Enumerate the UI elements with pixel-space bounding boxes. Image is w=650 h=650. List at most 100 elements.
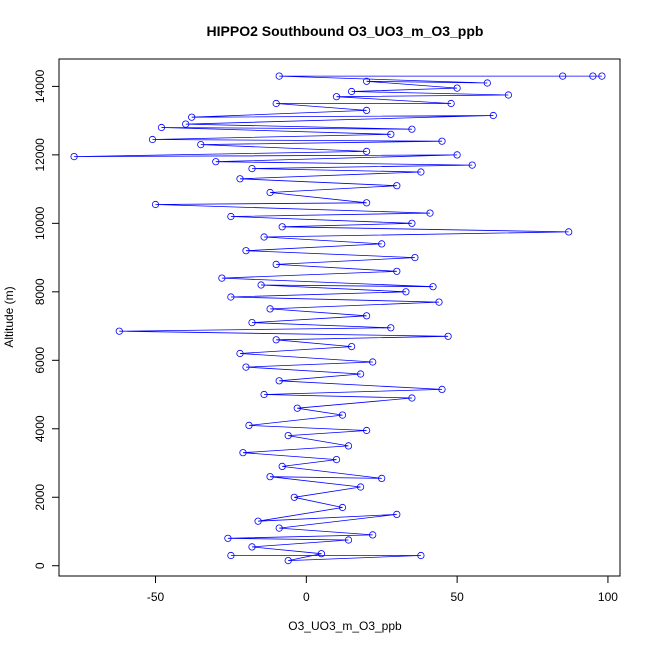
data-point (284, 431, 292, 440)
data-point (429, 283, 437, 291)
data-point (239, 449, 247, 457)
data-point (393, 267, 401, 275)
data-point (293, 404, 301, 412)
data-point (408, 394, 416, 402)
data-point (338, 503, 347, 512)
data-point (70, 153, 78, 161)
data-point (356, 370, 365, 378)
data-point (362, 312, 371, 320)
plot-frame (58, 58, 621, 577)
data-point (227, 293, 235, 301)
y-axis-label: Altitude (m) (2, 286, 16, 347)
data-point (115, 327, 123, 335)
data-point (347, 87, 356, 96)
data-point (257, 281, 265, 289)
y-tick-label: 12000 (33, 138, 47, 172)
data-point (275, 72, 283, 80)
plot-series-group (70, 72, 606, 565)
data-point (332, 93, 341, 101)
data-point (272, 99, 280, 108)
data-point (447, 99, 455, 108)
data-point (148, 135, 157, 144)
data-point (266, 305, 274, 313)
data-point (272, 260, 280, 268)
data-point (275, 524, 283, 532)
data-point (218, 274, 226, 282)
y-tick-label: 2000 (33, 484, 47, 511)
data-point (275, 377, 283, 385)
y-tick-label: 14000 (33, 69, 47, 103)
data-point (426, 209, 434, 217)
x-tick-label: 50 (450, 590, 464, 604)
y-tick-label: 10000 (33, 206, 47, 240)
data-point (284, 556, 292, 565)
data-point (248, 165, 256, 173)
data-point (378, 240, 386, 248)
chart-title: HIPPO2 Southbound O3_UO3_m_O3_ppb (207, 23, 484, 39)
x-tick-label: 100 (598, 590, 618, 604)
data-point (197, 141, 205, 149)
data-point (589, 72, 597, 80)
data-point (559, 72, 567, 80)
data-point (347, 342, 356, 351)
data-point (224, 534, 232, 542)
data-point (278, 223, 286, 231)
data-point (242, 363, 250, 371)
data-point (362, 426, 371, 435)
data-point (362, 77, 371, 85)
x-tick-label: -50 (147, 590, 165, 604)
data-point (266, 473, 274, 481)
data-point (272, 336, 280, 344)
data-point (254, 517, 262, 525)
data-point (227, 212, 235, 221)
data-point (236, 175, 244, 183)
series-line (74, 75, 602, 561)
data-point (565, 228, 573, 236)
data-point (227, 551, 235, 560)
data-point (402, 288, 410, 296)
data-point (266, 188, 274, 197)
data-point (317, 550, 325, 558)
data-point (393, 510, 401, 519)
data-point (417, 551, 425, 560)
data-point (248, 318, 256, 327)
data-point (212, 158, 220, 166)
data-point (248, 543, 256, 551)
x-tick-label: 0 (303, 590, 310, 604)
data-point (438, 385, 446, 393)
data-point (393, 182, 401, 190)
data-point (344, 536, 353, 544)
data-point (242, 247, 250, 255)
data-point (387, 324, 395, 332)
y-tick-label: 6000 (33, 347, 47, 374)
data-point (453, 151, 461, 159)
data-point (236, 349, 244, 358)
data-point (408, 125, 416, 133)
data-point (362, 147, 371, 155)
data-point (151, 200, 160, 209)
data-point (344, 442, 353, 450)
data-point (369, 358, 377, 366)
y-tick-label: 4000 (33, 415, 47, 442)
data-point (453, 84, 461, 92)
data-point (435, 298, 443, 306)
data-point (408, 219, 416, 227)
data-point (504, 91, 512, 99)
y-tick-label: 0 (33, 562, 47, 569)
data-point (468, 161, 476, 169)
y-axis: 0 2000 4000 6000 8000 10000 12000 14000 (33, 69, 59, 569)
data-point (444, 332, 452, 340)
data-point (489, 111, 497, 120)
data-point (438, 137, 446, 145)
data-point (598, 72, 606, 80)
data-point (290, 493, 298, 501)
x-axis-label: O3_UO3_m_O3_ppb (288, 619, 402, 633)
data-point (387, 130, 395, 138)
data-point (245, 421, 253, 429)
data-point (378, 474, 386, 482)
x-axis: -50 0 50 100 (147, 576, 618, 604)
y-tick-label: 8000 (33, 278, 47, 305)
data-point (278, 462, 286, 470)
data-point (182, 120, 190, 128)
data-point (362, 106, 371, 115)
